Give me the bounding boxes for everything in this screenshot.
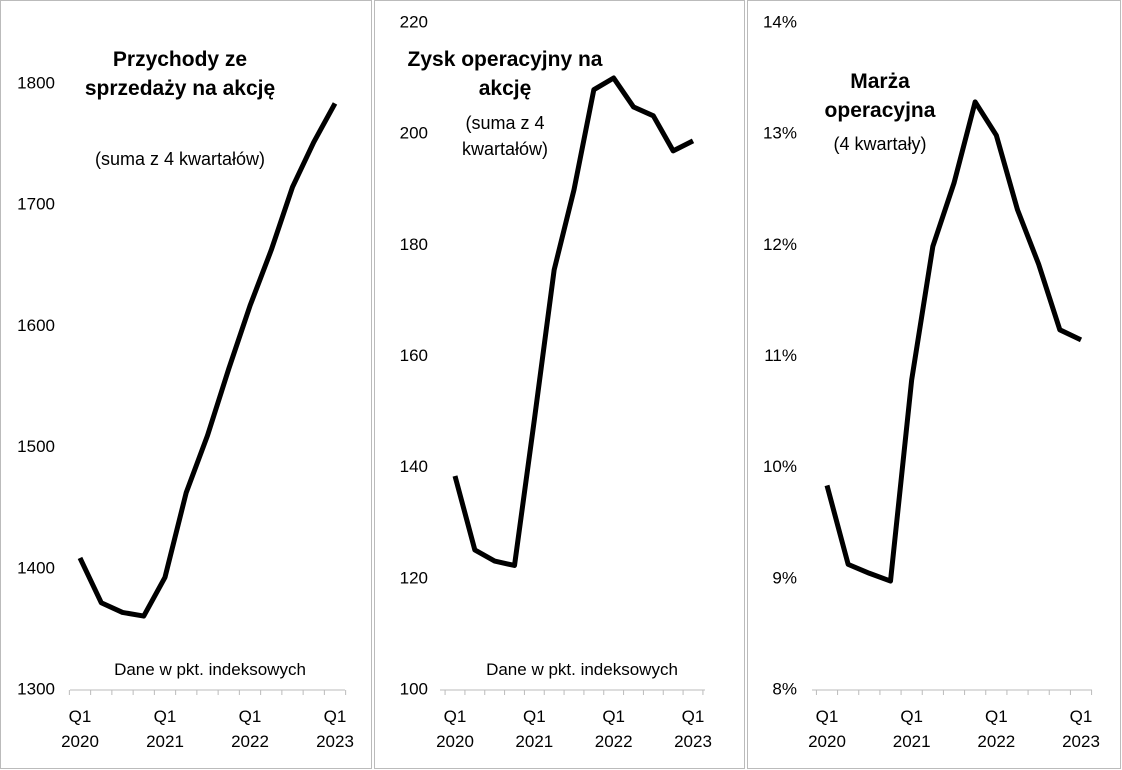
line (452, 75, 695, 568)
y-tick-label: 1600 (17, 316, 55, 335)
y-tick-label: 1800 (17, 73, 55, 92)
y-tick-label: 100 (400, 679, 428, 698)
x-tick-label: Q1 2021 (146, 707, 184, 751)
y-tick-label: 9% (772, 568, 797, 587)
y-tick-label: 1700 (17, 195, 55, 214)
y-tick-label: 8% (772, 679, 797, 698)
x-tick-label: Q1 2023 (674, 707, 712, 751)
y-tick-label: 14% (763, 12, 797, 31)
panel-border (0, 0, 372, 769)
y-tick-label: 1300 (17, 679, 55, 698)
panel-border (374, 0, 745, 769)
chart-title: Marża operacyjna (824, 70, 936, 122)
x-tick-label: Q1 2022 (595, 707, 633, 751)
x-tick-label: Q1 2023 (1062, 707, 1100, 751)
x-tick-label: Q1 2022 (977, 707, 1015, 751)
x-tick-label: Q1 2020 (61, 707, 99, 751)
y-tick-label: 160 (400, 346, 428, 365)
line (77, 102, 338, 619)
chart-title: Zysk operacyjny na akcję (407, 48, 603, 100)
line (824, 99, 1083, 584)
y-tick-label: 140 (400, 457, 428, 476)
y-tick-label: 1400 (17, 558, 55, 577)
chart-subtitle: (4 kwartały) (833, 134, 927, 154)
y-tick-label: 180 (400, 235, 428, 254)
chart-title: Przychody ze sprzedaży na akcję (84, 48, 276, 100)
y-tick-label: 12% (763, 235, 797, 254)
chart-subtitle: (suma z 4 kwartałów) (94, 149, 266, 169)
y-tick-label: 11% (764, 346, 797, 365)
y-tick-label: 200 (400, 124, 428, 143)
x-tick-label: Q1 2022 (231, 707, 269, 751)
panel-border (747, 0, 1121, 769)
x-tick-label: Q1 2021 (515, 707, 553, 751)
chart-subtitle: (suma z 4 kwartałów) (461, 113, 549, 159)
annotation: Dane w pkt. indeksowych (114, 660, 306, 679)
y-tick-label: 13% (763, 124, 797, 143)
y-tick-label: 10% (763, 457, 797, 476)
x-tick-label: Q1 2023 (316, 707, 354, 751)
y-tick-label: 1500 (17, 437, 55, 456)
x-tick-label: Q1 2021 (893, 707, 931, 751)
annotation: Dane w pkt. indeksowych (486, 660, 678, 679)
x-tick-label: Q1 2020 (808, 707, 846, 751)
y-tick-label: 120 (400, 568, 428, 587)
y-tick-label: 220 (400, 12, 428, 31)
x-tick-label: Q1 2020 (436, 707, 474, 751)
